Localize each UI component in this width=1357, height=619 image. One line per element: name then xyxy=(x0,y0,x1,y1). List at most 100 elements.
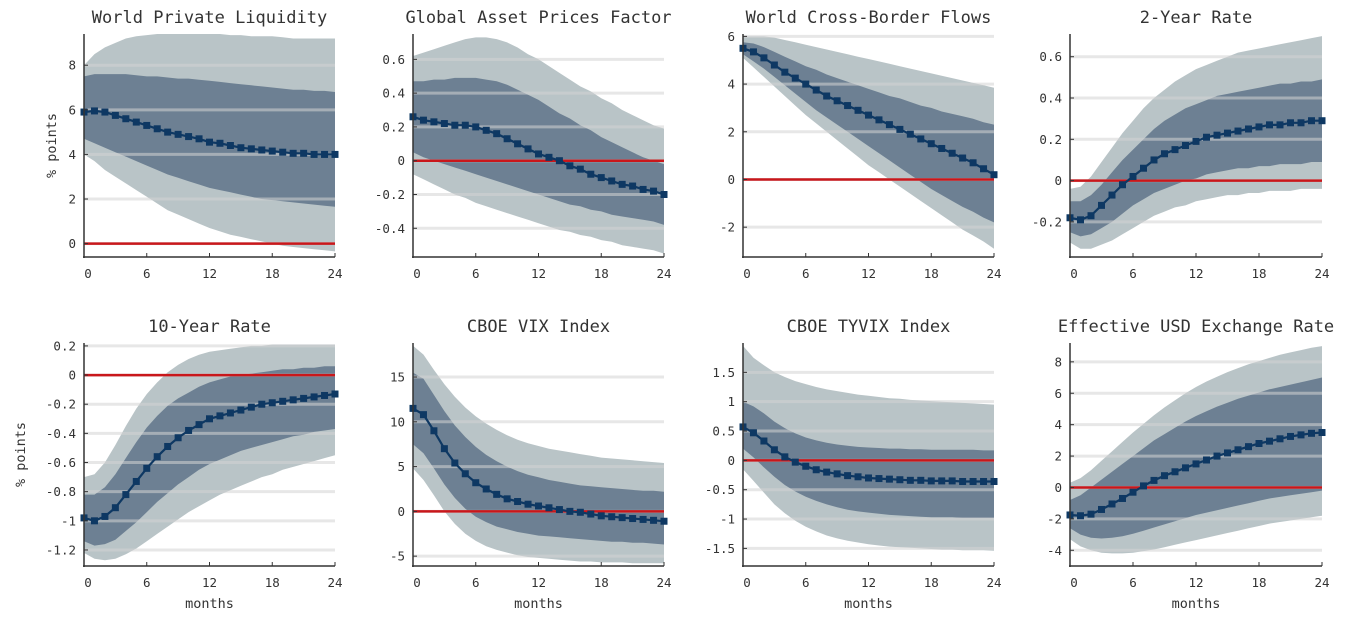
y-tick-label: -0.2 xyxy=(1032,214,1062,229)
median-point xyxy=(226,142,234,149)
y-tick-label: -1.2 xyxy=(46,542,76,557)
y-tick-label: 0 xyxy=(397,504,405,519)
median-point xyxy=(760,54,768,62)
y-tick-label: 2 xyxy=(68,192,76,207)
median-point xyxy=(1255,123,1263,131)
chart-panel-7: -1.5 -1 -0.5 0 0.5 1 1.5 0 6 12 18 24 CBOE TYVIX Ind… xyxy=(705,317,1002,612)
chart-panel-2: -0.4 -0.2 0 0.2 0.4 0.6 0 6 12 18 24 Global Asset P… xyxy=(375,8,672,281)
y-tick-label: 0.2 xyxy=(1039,132,1062,147)
median-point xyxy=(164,442,172,450)
median-point xyxy=(1276,121,1284,129)
x-tick-label: 24 xyxy=(986,266,1001,281)
median-point xyxy=(461,121,469,129)
x-tick-label: 12 xyxy=(202,266,217,281)
median-point xyxy=(195,135,203,143)
median-point xyxy=(101,512,109,520)
median-point xyxy=(1077,216,1084,224)
median-point xyxy=(419,116,427,124)
median-point xyxy=(1224,449,1231,457)
median-point xyxy=(587,510,595,518)
median-point xyxy=(1297,431,1305,439)
median-point xyxy=(608,177,616,185)
median-point xyxy=(482,485,490,493)
median-point xyxy=(153,453,161,461)
median-point xyxy=(514,498,522,506)
median-point xyxy=(1276,435,1284,443)
median-point xyxy=(896,476,904,484)
panel-title: World Cross-Border Flows xyxy=(746,8,992,28)
median-point xyxy=(990,171,998,179)
x-tick-label: 0 xyxy=(743,575,751,590)
median-point xyxy=(503,135,511,143)
median-point xyxy=(1266,437,1273,445)
x-axis-label: months xyxy=(514,596,563,612)
median-point xyxy=(629,182,637,190)
median-point xyxy=(545,153,553,161)
median-point xyxy=(493,490,501,498)
y-tick-label: -2 xyxy=(1047,511,1062,526)
x-tick-label: 6 xyxy=(472,266,480,281)
x-tick-label: 0 xyxy=(413,575,421,590)
y-tick-label: 4 xyxy=(727,77,735,92)
y-tick-label: 2 xyxy=(1054,449,1062,464)
x-tick-label: 0 xyxy=(84,575,92,590)
y-tick-label: -1 xyxy=(720,512,735,527)
x-tick-label: 12 xyxy=(1188,266,1203,281)
x-tick-label: 0 xyxy=(1070,266,1078,281)
y-tick-label: -4 xyxy=(1047,543,1062,558)
y-tick-label: 0 xyxy=(68,236,76,251)
y-tick-label: 4 xyxy=(1054,417,1062,432)
median-point xyxy=(289,396,297,404)
median-point xyxy=(1108,500,1116,508)
median-point xyxy=(1087,510,1095,518)
median-point xyxy=(802,80,810,88)
median-point xyxy=(980,165,988,173)
panel-title: CBOE VIX Index xyxy=(467,317,610,337)
panel-title: 2-Year Rate xyxy=(1140,8,1253,28)
median-point xyxy=(865,474,872,482)
median-point xyxy=(545,504,553,512)
x-tick-label: 0 xyxy=(743,266,751,281)
y-tick-label: 1 xyxy=(727,394,735,409)
median-point xyxy=(331,390,339,398)
median-point xyxy=(896,125,904,133)
y-tick-label: 6 xyxy=(1054,386,1062,401)
median-point xyxy=(185,426,193,434)
median-point xyxy=(1129,172,1137,180)
y-tick-label: -1 xyxy=(61,513,76,528)
median-point xyxy=(268,399,276,407)
median-point xyxy=(300,149,308,157)
median-point xyxy=(90,517,98,525)
y-tick-label: -0.4 xyxy=(375,221,405,236)
median-point xyxy=(132,477,140,485)
median-point xyxy=(514,140,522,148)
median-point xyxy=(247,403,255,411)
y-tick-label: 5 xyxy=(397,459,405,474)
y-tick-label: 10 xyxy=(390,414,405,429)
median-point xyxy=(618,514,626,522)
median-point xyxy=(948,149,956,157)
median-point xyxy=(132,118,140,126)
median-point xyxy=(430,427,438,435)
median-point xyxy=(844,472,852,480)
median-point xyxy=(111,111,119,119)
median-point xyxy=(629,515,637,523)
median-point xyxy=(206,415,213,423)
chart-panel-5: -1.2 -1 -0.8 -0.6 -0.4 -0.2 0 0.2 0 6 12 18 24 10-Yea… xyxy=(13,317,343,612)
y-tick-label: 0 xyxy=(727,172,735,187)
x-tick-label: 24 xyxy=(656,575,671,590)
median-point xyxy=(1266,121,1273,129)
x-tick-label: 18 xyxy=(265,266,280,281)
median-point xyxy=(1203,456,1210,464)
median-point xyxy=(1098,201,1105,209)
median-point xyxy=(885,121,893,129)
median-point xyxy=(875,475,883,483)
x-tick-label: 12 xyxy=(202,575,217,590)
median-point xyxy=(1150,476,1158,484)
median-point xyxy=(237,144,245,152)
x-tick-label: 6 xyxy=(1129,266,1137,281)
median-point xyxy=(321,391,329,399)
median-point xyxy=(927,140,935,148)
median-point xyxy=(865,111,872,119)
median-point xyxy=(1245,443,1252,451)
